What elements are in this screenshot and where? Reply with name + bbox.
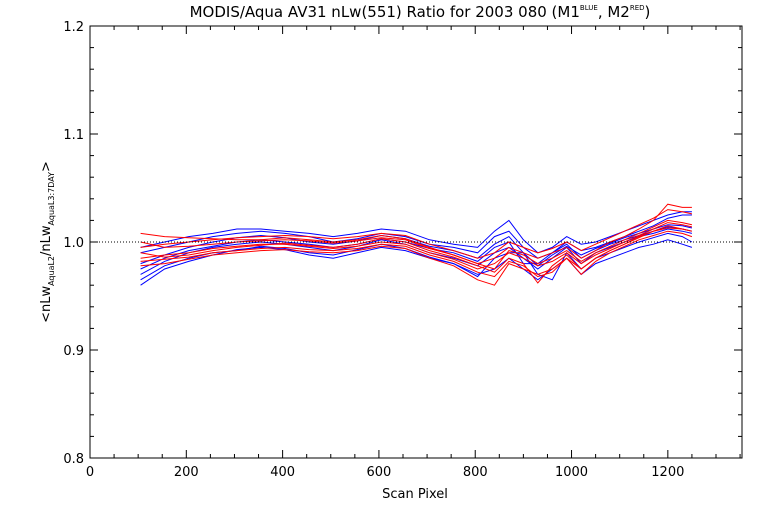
- y-axis-label: <nLwAquaL2/nLwAquaL3:7DAY>: [39, 161, 56, 323]
- x-tick-label: 200: [174, 465, 199, 480]
- x-tick-label: 400: [270, 465, 295, 480]
- series-line-m2-13: [140, 219, 693, 270]
- y-tick-label: 0.8: [63, 452, 84, 467]
- y-axis-label-sub1: AquaL2: [47, 256, 56, 286]
- x-tick-label: 0: [86, 465, 94, 480]
- y-axis-label-open: <nLw: [39, 286, 54, 323]
- chart-title-main: MODIS/Aqua AV31 nLw(551) Ratio for 2003 …: [190, 3, 580, 21]
- y-axis-label-slash: /nLw: [39, 225, 54, 256]
- series-line-m2-14: [140, 227, 693, 278]
- x-tick-label: 600: [367, 465, 392, 480]
- series-line-m2-10: [140, 230, 693, 286]
- data-lines: [140, 203, 693, 286]
- chart-title-sup-red: RED: [630, 4, 645, 12]
- series-line-m1-4: [140, 232, 693, 281]
- series-line-m2-8: [140, 203, 692, 265]
- y-tick-label: 1.2: [63, 20, 84, 35]
- x-tick-label: 1200: [651, 465, 684, 480]
- x-tick-label: 800: [463, 465, 488, 480]
- y-tick-label: 1.0: [63, 236, 84, 251]
- series-line-m1-7: [140, 224, 693, 267]
- y-axis-label-close: >: [39, 161, 54, 172]
- chart-title-end: ): [645, 3, 651, 21]
- series-line-m2-11: [140, 209, 693, 259]
- series-line-m1-1: [140, 239, 693, 286]
- x-axis-label: Scan Pixel: [382, 487, 448, 502]
- y-axis-label-sub2: AquaL3:7DAY: [47, 172, 56, 226]
- plot-frame: [89, 25, 743, 459]
- axis-ticks: 0 200 400 600 800 1000 1200 0.8 0.9 1.0 1.1 1.2: [63, 20, 742, 480]
- chart-title-mid: , M2: [598, 3, 630, 21]
- chart-title-sup-blue: BLUE: [580, 4, 598, 12]
- y-tick-label: 0.9: [63, 344, 84, 359]
- x-tick-label: 1000: [555, 465, 588, 480]
- y-tick-label: 1.1: [63, 128, 84, 143]
- chart-title: MODIS/Aqua AV31 nLw(551) Ratio for 2003 …: [190, 3, 651, 21]
